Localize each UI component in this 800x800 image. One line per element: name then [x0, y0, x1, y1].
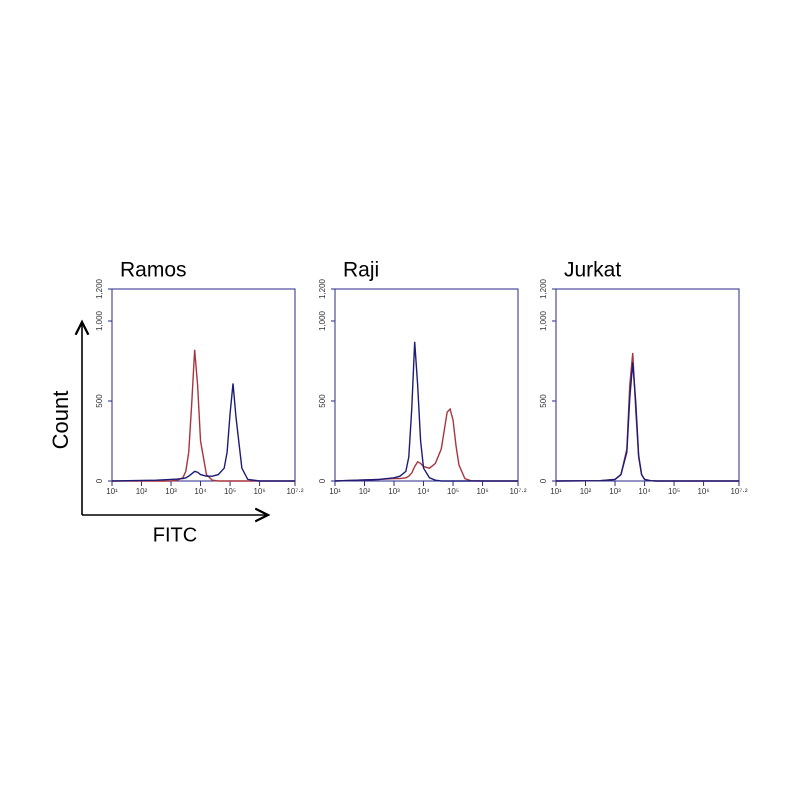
y-tick-label: 500	[318, 394, 327, 408]
plot-frame	[555, 288, 740, 482]
y-tick-label: 1,000	[318, 310, 327, 331]
y-axis-label: Count	[48, 391, 73, 450]
x-tick-label: 10⁵	[447, 487, 459, 496]
histogram-line	[555, 362, 739, 482]
x-tick-label: 10²	[580, 487, 592, 496]
x-tick-label: 10¹	[550, 487, 562, 496]
x-tick-label: 10²	[359, 487, 371, 496]
x-tick-label: 10⁵	[668, 487, 680, 496]
plot-frame	[334, 288, 519, 482]
panel-title: Jurkat	[564, 259, 621, 282]
panel-title: Ramos	[120, 259, 187, 282]
histogram-line	[112, 349, 295, 482]
x-tick-label: 10⁷·²	[286, 487, 303, 496]
x-tick-label: 10⁶	[253, 487, 265, 496]
y-tick-label: 1,000	[539, 310, 548, 331]
y-tick-label: 1,200	[95, 278, 104, 299]
x-tick-label: 10³	[609, 487, 621, 496]
panel-title: Raji	[343, 259, 379, 282]
x-tick-label: 10³	[165, 487, 177, 496]
y-tick-label: 1,200	[539, 278, 548, 299]
y-tick-label: 500	[539, 394, 548, 408]
histogram-line	[111, 383, 295, 482]
x-axis-label: FITC	[153, 524, 197, 546]
plot-frame	[111, 288, 296, 482]
y-tick-label: 1,000	[95, 310, 104, 331]
x-tick-label: 10¹	[329, 487, 341, 496]
y-tick-label: 500	[95, 394, 104, 408]
x-tick-label: 10⁴	[638, 487, 651, 496]
x-tick-label: 10¹	[106, 487, 118, 496]
y-tick-label: 0	[539, 478, 548, 483]
x-tick-label: 10⁶	[697, 487, 709, 496]
x-tick-label: 10⁶	[476, 487, 488, 496]
histogram-line	[555, 352, 739, 482]
x-tick-label: 10⁷·²	[730, 487, 747, 496]
x-tick-label: 10⁵	[224, 487, 236, 496]
x-tick-label: 10⁴	[194, 487, 207, 496]
y-tick-label: 0	[95, 478, 104, 483]
x-tick-label: 10³	[388, 487, 400, 496]
x-tick-label: 10⁴	[417, 487, 430, 496]
x-tick-label: 10⁷·²	[509, 487, 526, 496]
histogram-line	[334, 407, 518, 482]
y-tick-label: 0	[318, 478, 327, 483]
y-tick-label: 1,200	[318, 278, 327, 299]
histogram-line	[334, 341, 518, 482]
x-tick-label: 10²	[136, 487, 148, 496]
